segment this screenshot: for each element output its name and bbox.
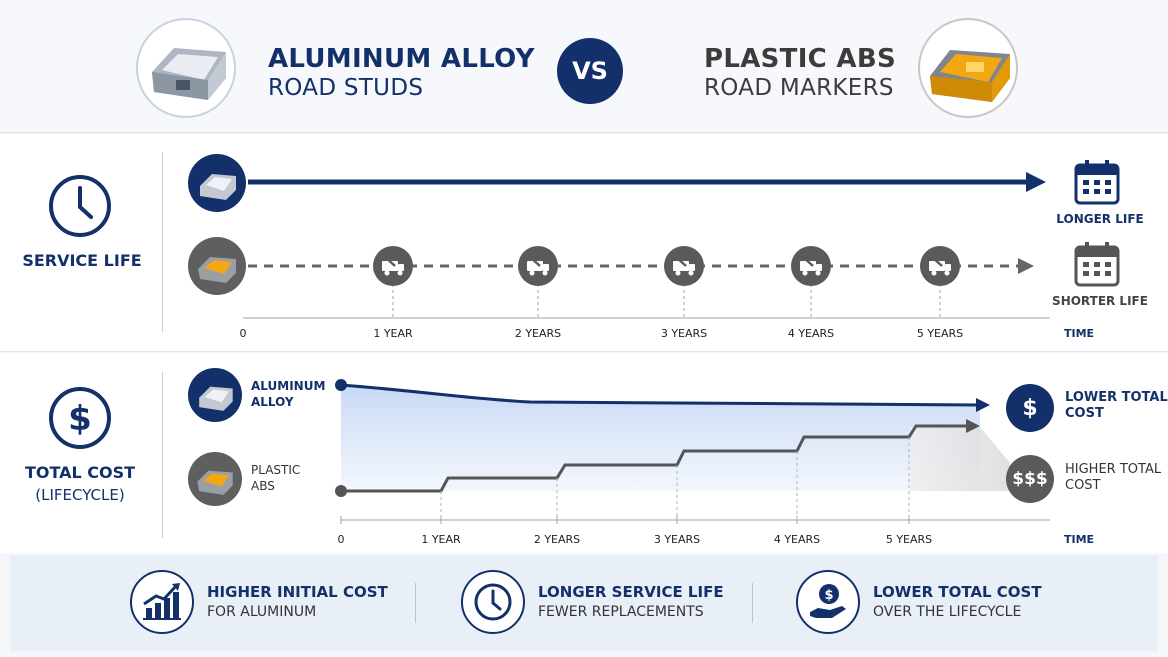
left-title: ALUMINUM ALLOY xyxy=(268,44,535,74)
clock-icon xyxy=(48,174,112,242)
longer-life-label: LONGER LIFE xyxy=(1056,212,1144,226)
aluminum-stud-image xyxy=(136,18,236,118)
aluminum-stud-icon xyxy=(188,154,246,212)
feature-2-subtitle: FEWER REPLACEMENTS xyxy=(538,604,704,620)
plastic-marker-icon-cost xyxy=(188,452,242,506)
truck-wrench-icon xyxy=(920,246,960,286)
cost-divider xyxy=(162,372,163,538)
lower-total-cost-line1: LOWER TOTAL xyxy=(1065,390,1168,405)
feature-1-subtitle: FOR ALUMINUM xyxy=(207,604,317,620)
bar-chart-rising-icon xyxy=(130,570,194,634)
plastic-cost-start-point xyxy=(335,485,347,497)
service-tick-1: 1 YEAR xyxy=(373,327,413,340)
aluminum-cost-arrowhead xyxy=(976,398,990,412)
aluminum-cost-start-point xyxy=(335,379,347,391)
truck-wrench-icon xyxy=(373,246,413,286)
vs-badge: VS xyxy=(557,38,623,104)
cost-plastic-label: PLASTIC ABS xyxy=(251,462,300,494)
service-time-label: TIME xyxy=(1064,327,1095,340)
lower-total-cost-label: LOWER TOTAL COST xyxy=(1065,390,1168,422)
service-life-timeline xyxy=(243,172,1050,319)
feature-1-title: HIGHER INITIAL COST xyxy=(207,583,388,601)
shorter-life-label: SHORTER LIFE xyxy=(1052,294,1148,308)
header: ALUMINUM ALLOY ROAD STUDS VS PLASTIC ABS… xyxy=(0,0,1168,133)
feature-band xyxy=(10,555,1158,651)
lower-cost-badge: $ xyxy=(1006,384,1054,432)
feature-separator xyxy=(752,583,753,623)
cost-tick-5: 5 YEARS xyxy=(885,533,933,546)
dollar-icon: $ xyxy=(48,386,112,454)
cost-time-label: TIME xyxy=(1064,533,1095,546)
right-title: PLASTIC ABS xyxy=(704,44,896,74)
truck-wrench-icon xyxy=(518,246,558,286)
cost-plastic-label-line1: PLASTIC xyxy=(251,463,301,477)
service-tick-0: 0 xyxy=(239,327,247,340)
cost-aluminum-label: ALUMINUM ALLOY xyxy=(251,378,325,410)
service-tick-3: 3 YEARS xyxy=(660,327,708,340)
plastic-life-arrowhead xyxy=(1018,258,1034,274)
plastic-cost-arrowhead xyxy=(966,419,980,433)
left-subtitle: ROAD STUDS xyxy=(268,75,424,101)
lifecycle-label: (LIFECYCLE) xyxy=(35,486,125,504)
truck-wrench-icon xyxy=(664,246,704,286)
higher-cost-badge: $$$ xyxy=(1006,455,1054,503)
feature-separator xyxy=(415,583,416,623)
plastic-cost-line xyxy=(341,424,970,493)
calendar-icon-longer xyxy=(1073,158,1121,210)
service-tick-2: 2 YEARS xyxy=(514,327,562,340)
truck-wrench-icon xyxy=(791,246,831,286)
plastic-cost-tail-area xyxy=(910,427,1010,491)
service-life-label: SERVICE LIFE xyxy=(22,251,142,270)
replacement-icons xyxy=(373,246,960,286)
cost-tick-4: 4 YEARS xyxy=(773,533,821,546)
service-drop-lines xyxy=(392,284,941,318)
aluminum-stud-icon-cost xyxy=(188,368,242,422)
aluminum-cost-line xyxy=(340,383,981,407)
aluminum-life-arrowhead xyxy=(1026,172,1046,192)
cost-tick-1: 1 YEAR xyxy=(421,533,461,546)
cost-plastic-label-line2: ABS xyxy=(251,479,275,493)
cost-aluminum-label-line2: ALLOY xyxy=(251,395,294,409)
lower-total-cost-line2: COST xyxy=(1065,406,1104,421)
right-subtitle: ROAD MARKERS xyxy=(704,75,894,101)
plastic-marker-image xyxy=(918,18,1018,118)
svg-text:$: $ xyxy=(824,588,833,603)
service-tick-4: 4 YEARS xyxy=(787,327,835,340)
cost-tick-2: 2 YEARS xyxy=(533,533,581,546)
calendar-icon-shorter xyxy=(1073,240,1121,292)
clock-icon xyxy=(461,570,525,634)
higher-total-cost-label: HIGHER TOTAL COST xyxy=(1065,462,1161,494)
cost-aluminum-label-line1: ALUMINUM xyxy=(251,379,326,393)
service-divider xyxy=(162,152,163,332)
feature-3-subtitle: OVER THE LIFECYCLE xyxy=(873,604,1022,620)
feature-2-title: LONGER SERVICE LIFE xyxy=(538,583,724,601)
aluminum-cost-area xyxy=(341,385,980,491)
hand-dollar-icon: $ xyxy=(796,570,860,634)
cost-drop-lines xyxy=(440,437,910,520)
cost-tick-3: 3 YEARS xyxy=(653,533,701,546)
higher-total-cost-line1: HIGHER TOTAL xyxy=(1065,462,1162,477)
feature-3-title: LOWER TOTAL COST xyxy=(873,583,1042,601)
cost-tick-0: 0 xyxy=(337,533,345,546)
higher-total-cost-line2: COST xyxy=(1065,478,1101,493)
service-tick-5: 5 YEARS xyxy=(916,327,964,340)
svg-text:$: $ xyxy=(68,399,92,439)
total-cost-chart xyxy=(335,379,1050,524)
total-cost-label: TOTAL COST xyxy=(24,463,136,482)
plastic-marker-icon xyxy=(188,237,246,295)
